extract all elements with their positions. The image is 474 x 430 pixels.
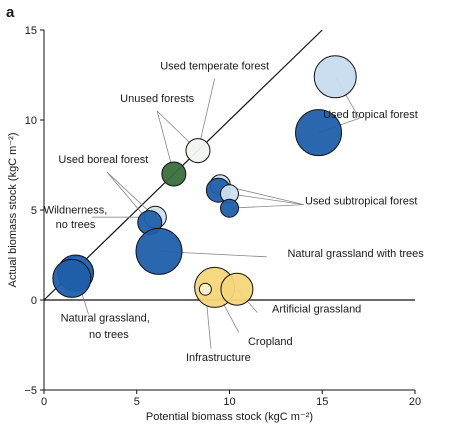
annotation-label: Cropland (248, 336, 293, 348)
annotation-label: Used tropical forest (323, 109, 418, 121)
annotation-label: Used boreal forest (58, 154, 148, 166)
y-axis-title: Actual biomass stock (kgC m⁻²) (7, 133, 19, 288)
annotation-label: Artificial grassland (272, 304, 361, 316)
data-bubble (52, 258, 92, 298)
x-tick-label: 0 (41, 396, 47, 408)
axes: 0 5 10 15 20 −5 0 5 10 15 (24, 25, 421, 408)
annotation-label: Natural grassland with trees (287, 248, 424, 260)
annotation-label: Wildnerness, (44, 205, 108, 217)
annotation-label: Unused forests (120, 93, 194, 105)
panel-letter: a (6, 4, 15, 21)
annotation-label: Used subtropical forest (305, 196, 418, 208)
annotation-label: Infrastructure (186, 352, 251, 364)
x-tick-label: 20 (409, 396, 421, 408)
y-tick-label: 5 (31, 205, 37, 217)
annotation-label: Used temperate forest (160, 61, 269, 73)
data-bubble (313, 55, 357, 99)
leader-line (229, 204, 304, 209)
y-tick-label: 0 (31, 295, 37, 307)
annotation-label: Natural grassland, (61, 313, 150, 325)
data-bubbles (52, 55, 357, 308)
x-axis-title: Potential biomass stock (kgC m⁻²) (146, 411, 313, 423)
data-bubble (185, 138, 211, 164)
y-tick-label: −5 (24, 385, 37, 397)
data-bubble (161, 161, 187, 187)
data-bubble (198, 282, 212, 296)
data-bubble (135, 227, 183, 275)
annotation-labels: Used temperate forest Unused forests Used … (44, 61, 425, 365)
x-tick-label: 15 (316, 396, 328, 408)
x-tick-label: 5 (134, 396, 140, 408)
annotation-label: no trees (56, 219, 96, 231)
x-tick-label: 10 (223, 396, 235, 408)
data-bubble (220, 272, 254, 306)
y-tick-label: 15 (25, 25, 37, 37)
annotation-label: no trees (89, 329, 129, 341)
y-tick-label: 10 (25, 115, 37, 127)
leader-line (229, 193, 304, 205)
data-bubble (295, 109, 343, 157)
one-to-one-line (43, 29, 323, 301)
data-bubble (220, 198, 239, 218)
